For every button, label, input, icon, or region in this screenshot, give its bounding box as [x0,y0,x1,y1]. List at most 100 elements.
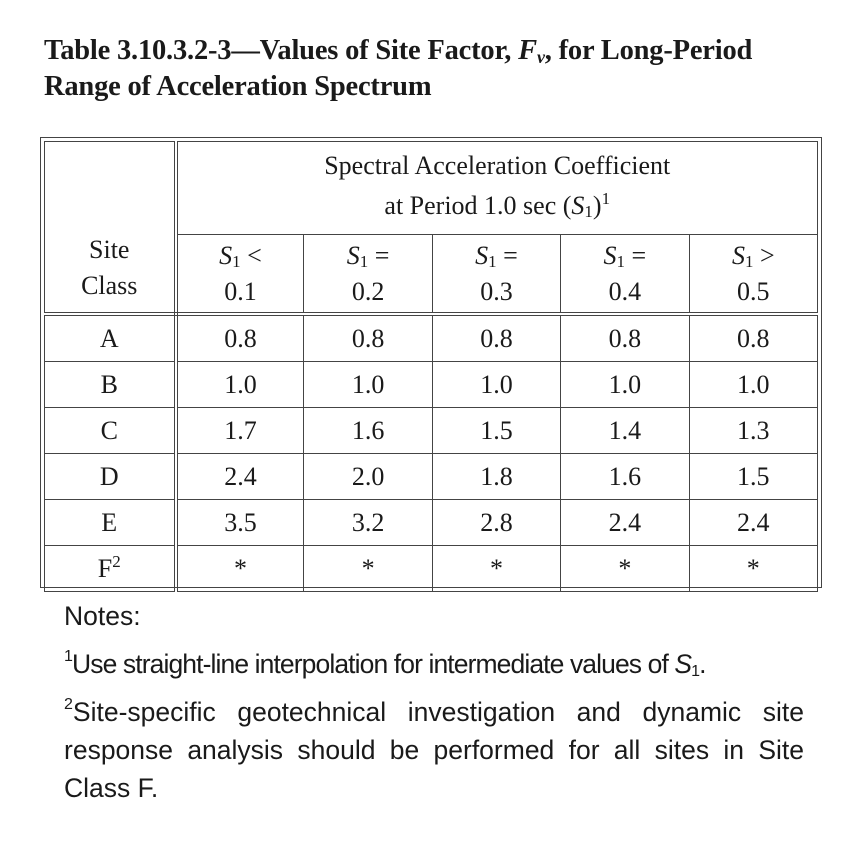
site-class-cell: D [44,453,178,500]
table-row: F2 * * * * * [44,545,819,592]
s1-subscript: 1 [232,251,241,271]
site-class-label: D [99,461,119,491]
site-class-label: E [101,507,118,537]
note-2-marker: 2 [64,696,73,713]
site-factor-value-cell: 0.8 [431,313,562,362]
note-1-period: . [699,649,706,679]
site-factor-value-cell: 1.3 [688,407,819,454]
site-class-cell: B [44,361,178,408]
column-header: S1 = 0.3 [431,234,562,316]
table-row: E 3.5 3.2 2.8 2.4 2.4 [44,499,819,546]
site-factor-value-cell: 1.4 [560,407,690,454]
note-1-text: Use straight-line interpolation for inte… [72,649,675,679]
site-factor-value-cell: 0.8 [303,313,433,362]
s1-letter: S [674,649,692,679]
note-2-text: Site-specific geotechnical investigation… [64,697,804,803]
site-factor-value-cell: 0.8 [174,313,305,362]
column-threshold: 0.5 [737,276,770,306]
site-factor-value-cell: 1.0 [303,361,433,408]
table-row: D 2.4 2.0 1.8 1.6 1.5 [44,453,819,500]
site-factor-value-cell: 1.5 [688,453,819,500]
column-threshold: 0.2 [351,276,385,306]
site-factor-value-cell: 2.8 [431,499,562,546]
site-factor-value-cell: * [560,545,690,592]
site-class-label: A [99,323,119,353]
column-operator: = [368,240,390,270]
s1-symbol: S1 [219,241,241,270]
site-class-cell: E [44,499,178,546]
column-header: S1 <0.1 [174,234,305,316]
site-factor-value-cell: 1.7 [174,407,305,454]
s1-letter: S [219,240,233,270]
title-prefix: Table 3.10.3.2-3—Values of Site Factor, [44,35,519,66]
spectral-header-line2: at Period 1.0 sec (S1)1 [178,186,818,226]
note-1: 1 Use straight-line interpolation for int… [64,645,804,683]
site-class-label: F [97,553,113,583]
column-header: S1 >0.5 [688,234,819,316]
s1-symbol: S1 [347,241,369,270]
site-factor-value-cell: 1.0 [174,361,305,408]
site-factor-value-cell: 3.2 [303,499,433,546]
column-operator: > [753,240,775,270]
s1-symbol: S1 [674,649,700,680]
site-factor-letter: F [518,35,537,66]
s1-symbol: S1 [571,191,593,220]
site-factor-value-cell: 2.4 [688,499,819,546]
s1-letter: S [571,191,585,220]
footnote-marker-1: 1 [601,189,611,208]
spectral-header-line2-text: at Period 1.0 sec ( [384,191,572,220]
s1-subscript: 1 [616,251,626,271]
s1-subscript: 1 [584,202,593,221]
site-factor-table-frame: Site Class Spectral Acceleration Coeffic… [40,137,822,592]
s1-letter: S [475,240,489,270]
site-class-header-line1: Site [89,235,130,264]
notes-heading: Notes: [64,601,141,631]
site-factor-table: Site Class Spectral Acceleration Coeffic… [44,141,819,592]
table-title: Table 3.10.3.2-3—Values of Site Factor, … [44,33,824,105]
site-class-label: B [100,369,118,399]
title-suffix: , for Long-Period Range of Acceleration … [44,35,753,102]
column-operator: = [496,240,518,270]
site-class-cell: F2 [44,545,178,592]
s1-letter: S [603,240,617,270]
header-row-columns: S1 <0.1 S1 = 0.2 S1 = 0.3 S1 = 0.4 S1 >0.5 [45,234,819,316]
site-factor-subscript: v [536,47,545,67]
table-row: C 1.7 1.6 1.5 1.4 1.3 [44,407,819,454]
site-factor-value-cell: 2.4 [174,453,305,500]
site-factor-value-cell: 3.5 [174,499,305,546]
site-factor-value-cell: 0.8 [688,313,819,362]
table-row: B 1.0 1.0 1.0 1.0 1.0 [44,361,819,408]
column-threshold: 0.4 [608,276,642,306]
site-factor-value-cell: 1.0 [431,361,562,408]
spectral-header-line1: Spectral Acceleration Coefficient [324,151,671,180]
site-factor-value-cell: * [431,545,562,592]
site-class-label: C [100,415,118,445]
column-header: S1 = 0.4 [560,234,690,316]
column-threshold: 0.1 [224,276,257,306]
site-factor-value-cell: * [688,545,819,592]
notes-section: Notes: 1 Use straight-line interpolation … [64,597,804,807]
spectral-header-close-paren: ) [592,191,602,220]
site-factor-value-cell: * [174,545,305,592]
site-factor-value-cell: * [303,545,433,592]
column-header: S1 = 0.2 [303,234,433,316]
table-row: A 0.8 0.8 0.8 0.8 0.8 [44,313,819,362]
s1-subscript: 1 [691,663,700,680]
s1-subscript: 1 [744,251,754,271]
site-factor-value-cell: 1.5 [431,407,562,454]
site-factor-value-cell: 1.6 [560,453,690,500]
column-operator: = [625,240,647,270]
site-class-cell: C [44,407,178,454]
site-factor-value-cell: 2.4 [560,499,690,546]
column-operator: < [240,240,262,270]
site-class-header: Site Class [44,141,178,316]
column-threshold: 0.3 [480,276,513,306]
site-factor-value-cell: 2.0 [303,453,433,500]
table-body: A 0.8 0.8 0.8 0.8 0.8 B 1.0 1.0 1.0 1.0 1.0 C 1.7 1.6 1… [44,313,819,592]
s1-symbol: S1 [475,241,497,270]
note-2: 2Site-specific geotechnical investigatio… [64,693,804,807]
site-class-cell: A [44,313,178,362]
site-factor-value-cell: 0.8 [560,313,690,362]
s1-letter: S [346,240,360,270]
s1-letter: S [731,240,745,270]
